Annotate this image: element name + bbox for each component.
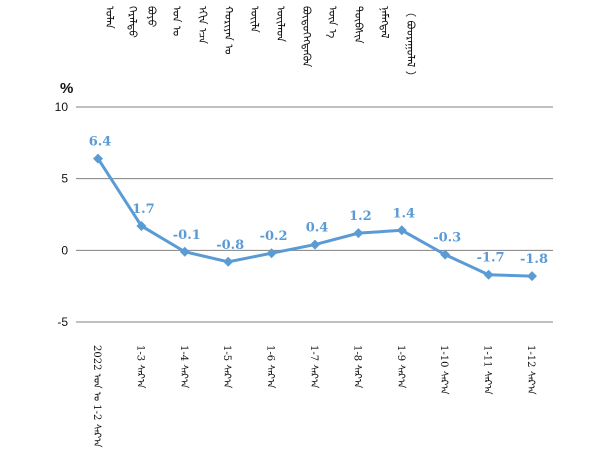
x-tick-7: 1-9 ᠰᠠᠷ᠎ᠠ — [395, 345, 407, 389]
y-tick-2: 0 — [61, 243, 68, 257]
x-tick-0: 2022 ᠣᠨ ᠤ 1-2 ᠰᠠᠷ᠎ᠠ — [91, 345, 103, 448]
data-point-3 — [223, 256, 234, 267]
y-axis-label: % — [60, 80, 73, 97]
data-point-7 — [396, 225, 407, 236]
title-line-3: ᠣᠨ ᠤ — [170, 6, 183, 37]
x-tick-9: 1-11 ᠰᠠᠷ᠎ᠠ — [482, 345, 494, 395]
data-label-0: 6.4 — [89, 135, 112, 150]
data-label-3: -0.8 — [216, 238, 244, 253]
x-tick-6: 1-8 ᠰᠠᠷ᠎ᠠ — [351, 345, 363, 389]
x-tick-2: 1-4 ᠰᠠᠷ᠎ᠠ — [178, 345, 190, 389]
x-tick-labels: 2022 ᠣᠨ ᠤ 1-2 ᠰᠠᠷ᠎ᠠ 1-3 ᠰᠠᠷ᠎ᠠ 1-4 ᠰᠠᠷ᠎ᠠ 1-5… — [91, 345, 537, 448]
data-point-2 — [179, 246, 190, 257]
x-tick-1: 1-3 ᠰᠠᠷ᠎ᠠ — [134, 345, 146, 389]
data-label-8: -0.3 — [433, 231, 461, 246]
title-line-7: ᠦᠢᠯᠡᠳ — [274, 6, 287, 43]
data-point-1 — [136, 220, 147, 231]
gridlines — [76, 106, 553, 323]
y-tick-3: -5 — [57, 315, 68, 329]
data-point-6 — [353, 228, 364, 239]
data-point-0 — [93, 153, 103, 164]
title-line-1: ᠭᠡᠷᠡᠯᠲᠦ — [126, 6, 139, 38]
x-tick-8: 1-10 ᠰᠠᠷ᠎ᠠ — [438, 345, 450, 395]
x-tick-10: 1-12 ᠰᠠᠷ᠎ᠠ — [525, 345, 537, 395]
title-line-11: ᠨᠡᠮᠡᠭᠳᠡᠯ — [378, 6, 391, 39]
data-points — [93, 153, 537, 282]
data-label-4: -0.2 — [260, 229, 288, 244]
title-line-12: （ ᠪᠤᠤᠷᠠᠭᠤᠯᠠᠯ ） — [404, 6, 417, 82]
data-label-6: 1.2 — [349, 209, 372, 224]
series-line — [96, 157, 533, 278]
data-label-1: 1.7 — [132, 202, 155, 217]
y-tick-1: 5 — [61, 172, 68, 186]
data-label-10: -1.8 — [520, 252, 548, 267]
title-line-2: ᠪᠤᠶᠤ — [145, 6, 158, 28]
title-line-6: ᠦᠢᠯᠡ — [248, 6, 261, 33]
data-label-5: 0.4 — [306, 221, 329, 236]
title-line-9: ᠦᠨ ᠡ — [326, 6, 339, 39]
x-tick-3: 1-5 ᠰᠠᠷ᠎ᠠ — [221, 345, 233, 389]
data-point-8 — [440, 249, 451, 260]
y-tick-labels: 10 5 0 -5 — [55, 100, 69, 329]
title-line-4: ᠡᠬᠢᠨ ᠡᠴᠡ — [196, 6, 209, 44]
title-line-0: ᠣᠯᠠᠨ — [103, 6, 116, 29]
data-point-4 — [266, 248, 277, 259]
title-line-5: ᠬᠤᠷᠢᠶᠠᠨ ᠤ — [222, 6, 235, 55]
data-label-2: -0.1 — [173, 228, 201, 243]
x-tick-5: 1-7 ᠰᠠᠷ᠎ᠠ — [308, 345, 320, 389]
data-labels: 6.4 1.7 -0.1 -0.8 -0.2 0.4 1.2 1.4 -0.3 -1.7 -1.8 — [89, 135, 548, 268]
title-line-8: ᠪᠦᠲᠦᠭᠡᠭᠳᠡᠬᠦᠨ — [300, 6, 313, 68]
data-point-10 — [527, 271, 537, 282]
data-label-9: -1.7 — [477, 251, 505, 266]
x-tick-4: 1-6 ᠰᠠᠷ᠎ᠠ — [265, 345, 277, 389]
title-line-10: ᠲᠦᠪᠰᠢᠨ — [352, 6, 365, 44]
data-label-7: 1.4 — [392, 206, 415, 221]
data-point-5 — [310, 239, 320, 250]
y-tick-0: 10 — [55, 100, 69, 114]
data-point-9 — [483, 269, 494, 280]
